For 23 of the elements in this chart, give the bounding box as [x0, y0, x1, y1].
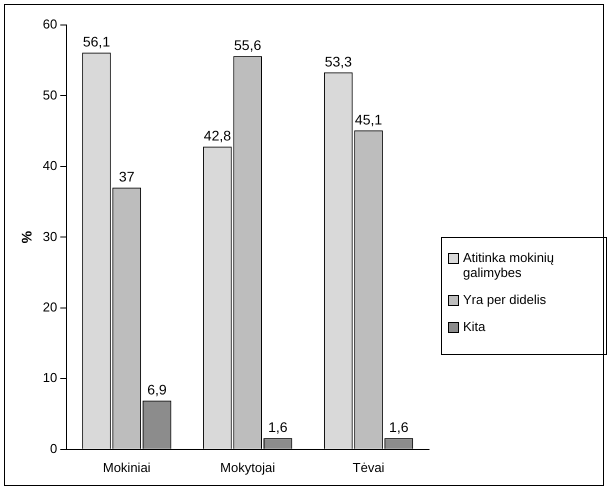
y-tick-label: 20 [42, 300, 58, 315]
y-tick-label: 40 [42, 158, 58, 174]
y-tick-label: 30 [42, 228, 58, 244]
data-label: 42,8 [204, 128, 232, 144]
x-tick-label: Mokytojai [220, 460, 276, 475]
data-label: 45,1 [354, 111, 382, 128]
data-label: 1,6 [389, 418, 409, 435]
y-tick-label: 60 [42, 16, 58, 32]
legend-label: Kita [463, 319, 486, 334]
legend-label: Yra per didelis [463, 292, 546, 307]
legend-label: Atitinka mokinių galimybes [463, 250, 556, 280]
y-axis-title: % [18, 230, 34, 244]
data-label: 53,3 [324, 53, 352, 70]
y-tick-label: 0 [50, 440, 58, 456]
x-tick-label: Mokiniai [102, 460, 151, 475]
data-label: 1,6 [268, 418, 288, 435]
data-label: 56,1 [82, 33, 110, 50]
data-label: 37 [118, 168, 135, 185]
data-label: 6,9 [147, 381, 167, 398]
data-label: 55,6 [234, 36, 262, 53]
y-tick-label: 50 [42, 87, 58, 102]
y-tick-label: 10 [42, 370, 58, 386]
x-tick-label: Tėvai [352, 460, 385, 475]
